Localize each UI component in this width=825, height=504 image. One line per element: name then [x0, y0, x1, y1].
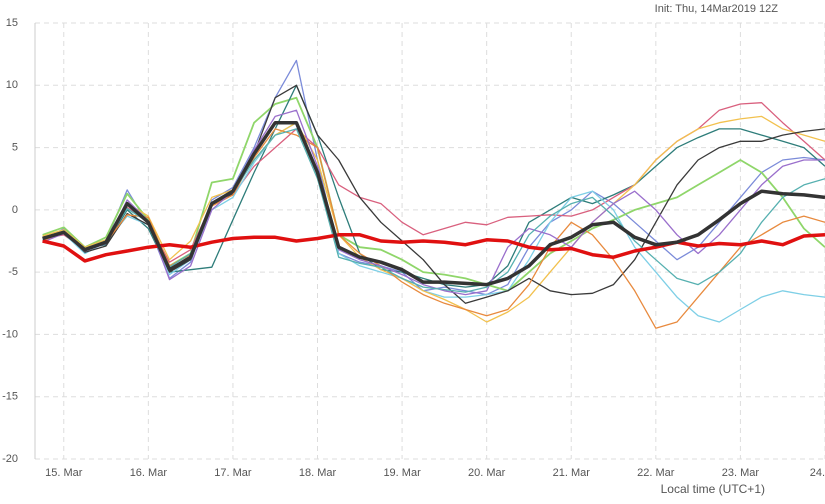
series-line	[42, 128, 825, 293]
y-tick-label: 15	[6, 17, 18, 29]
y-tick-label: 10	[6, 79, 18, 91]
y-tick-label: 0	[12, 204, 18, 216]
y-tick-label: -15	[2, 391, 18, 403]
x-tick-label: 21. Mar	[553, 467, 591, 479]
series-line	[42, 115, 825, 323]
x-tick-label: 18. Mar	[299, 467, 337, 479]
x-tick-label: 16. Mar	[130, 467, 168, 479]
x-tick-label: 23. Mar	[722, 467, 760, 479]
lines	[42, 59, 825, 329]
y-tick-label: -10	[2, 328, 18, 340]
chart-title: Init: Thu, 14Mar2019 12Z	[655, 3, 779, 15]
x-tick-label: 22. Mar	[637, 467, 675, 479]
x-tick-label: 20. Mar	[468, 467, 506, 479]
x-tick-label: 24.	[810, 467, 825, 479]
series-line	[42, 233, 825, 263]
series-line	[42, 120, 825, 287]
x-axis-label: Local time (UTC+1)	[661, 482, 765, 496]
series-line	[42, 84, 825, 304]
y-tick-label: -20	[2, 453, 18, 465]
x-tick-label: 19. Mar	[383, 467, 421, 479]
x-tick-label: 15. Mar	[45, 467, 83, 479]
series-line	[42, 128, 825, 329]
y-tick-label: -5	[8, 266, 18, 278]
series-line	[42, 122, 825, 323]
y-tick-label: 5	[12, 141, 18, 153]
x-tick-label: 17. Mar	[214, 467, 252, 479]
